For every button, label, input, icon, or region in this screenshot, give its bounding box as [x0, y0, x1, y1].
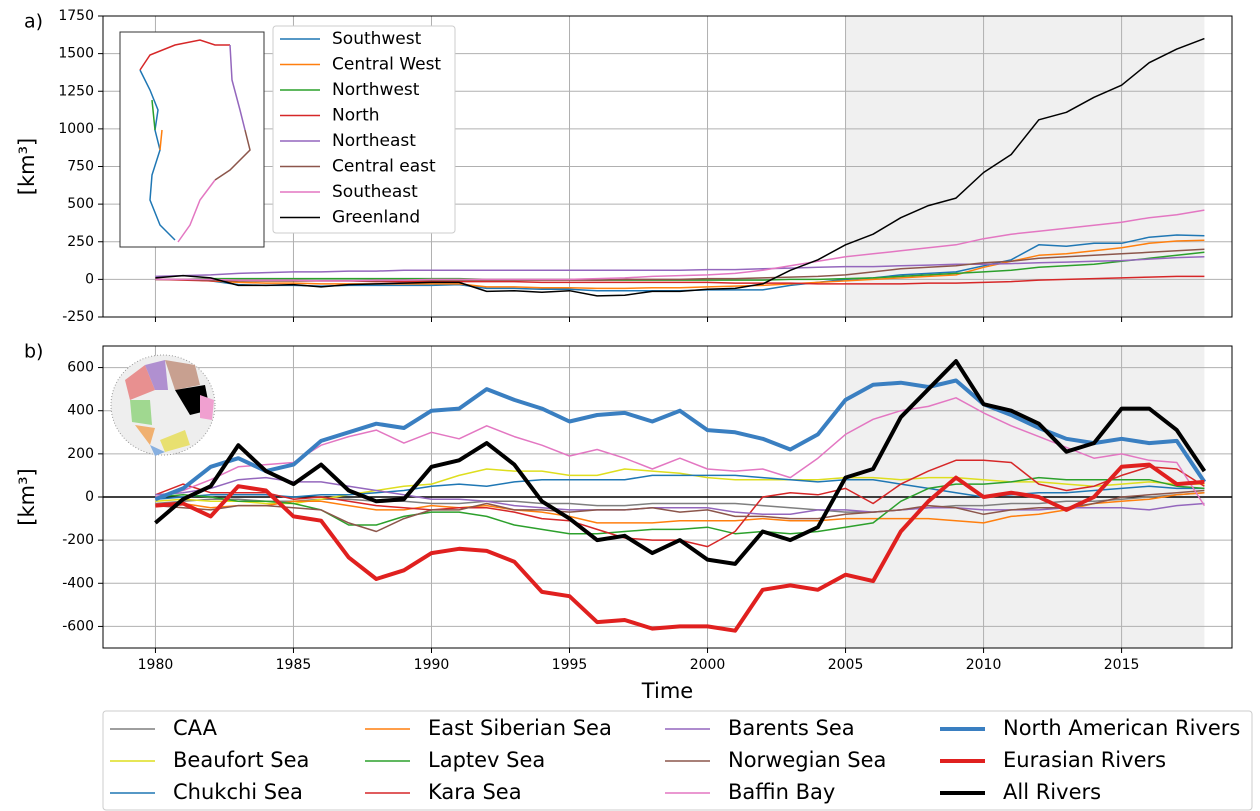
plot-frame	[102, 15, 1233, 318]
region-outline	[159, 129, 163, 151]
series-line	[155, 37, 1205, 297]
y-tick-label: 400	[67, 403, 94, 419]
legend-label: Beaufort Sea	[173, 748, 309, 772]
map-region	[145, 360, 168, 390]
y-tick-label: 1000	[58, 121, 94, 137]
x-tick-label: 1995	[552, 657, 588, 673]
y-tick-label: 1500	[58, 46, 94, 62]
legend-label: All Rivers	[1003, 780, 1101, 804]
y-tick-label: 750	[67, 159, 94, 175]
lines	[155, 37, 1205, 297]
y-tick-label: 600	[67, 360, 94, 376]
region-outline	[214, 129, 251, 181]
y-tick-label: 1750	[58, 8, 94, 24]
series-line	[155, 209, 1205, 282]
inset-arctic	[110, 354, 216, 456]
series-line	[155, 491, 1205, 513]
x-tick-label: 2005	[828, 657, 864, 673]
map-region	[160, 430, 190, 452]
region-outline	[177, 179, 216, 243]
x-tick-label: 1990	[414, 657, 450, 673]
map-region	[125, 365, 155, 400]
legend-label: Kara Sea	[428, 780, 522, 804]
x-tick-label: 2015	[1104, 657, 1140, 673]
x-axis-label: Time	[641, 679, 693, 703]
legend-label: North American Rivers	[1003, 716, 1240, 740]
lines	[154, 359, 1207, 633]
plot-frame	[102, 345, 1233, 649]
y-tick-label: -250	[62, 309, 94, 325]
series-line	[155, 397, 1206, 507]
legend-label: CAA	[173, 716, 218, 740]
series-line	[155, 474, 1205, 500]
region-outline	[139, 39, 230, 71]
legend-label: Eurasian Rivers	[1003, 748, 1166, 772]
legend-label: Barents Sea	[728, 716, 855, 740]
series-line	[155, 462, 1205, 633]
series-line	[154, 359, 1207, 566]
legend-label: Southwest	[332, 29, 422, 49]
map-region	[150, 445, 165, 456]
inset-frame	[119, 31, 265, 248]
y-tick-label: 1250	[58, 83, 94, 99]
legend-label: Central West	[332, 55, 441, 75]
legend-box	[272, 25, 456, 234]
legend-label: Central east	[332, 157, 436, 177]
y-tick-label: -200	[62, 532, 94, 548]
map-region	[135, 425, 155, 445]
legend-label: Baffin Bay	[728, 780, 835, 804]
inset-greenland	[119, 31, 265, 248]
series-line	[155, 489, 1205, 533]
legend-label: North	[332, 106, 380, 126]
series-line	[154, 378, 1207, 502]
region-outline	[229, 44, 246, 131]
legend-label: Norwegian Sea	[728, 748, 886, 772]
x-tick-label: 2000	[690, 657, 726, 673]
map-region	[200, 395, 214, 420]
y-axis-label: [km³]	[15, 468, 39, 525]
panel: -250 0 250 500 750 1000 1250 1500 1750 a) [km³]	[15, 8, 1233, 325]
legend-label: Southeast	[332, 182, 418, 202]
series-line	[155, 239, 1205, 290]
legend-label: East Siberian Sea	[428, 716, 612, 740]
map-region	[130, 400, 152, 425]
series-line	[155, 491, 1205, 524]
y-tick-label: 250	[67, 234, 94, 250]
plots: -250 0 250 500 750 1000 1250 1500 1750 a) [km³] 198…	[15, 8, 1233, 703]
map-region	[165, 360, 200, 390]
legend-label: Laptev Sea	[428, 748, 545, 772]
x-tick-label: 2010	[966, 657, 1002, 673]
region-outline	[151, 99, 156, 131]
y-tick-label: -400	[62, 575, 94, 591]
y-tick-label: 500	[67, 196, 94, 212]
legend-label: Northeast	[332, 131, 416, 151]
legend-label: Northwest	[332, 80, 420, 100]
x-tick-label: 1985	[276, 657, 312, 673]
y-tick-label: 0	[85, 489, 94, 505]
y-tick-label: 200	[67, 446, 94, 462]
panel-label: a)	[24, 11, 43, 33]
y-tick-label: 0	[85, 271, 94, 287]
y-tick-label: -600	[62, 618, 94, 634]
legend-label: Greenland	[332, 208, 420, 228]
panel-label: b)	[24, 341, 43, 363]
series-line	[155, 476, 1205, 516]
y-axis-label: [km³]	[15, 138, 39, 195]
panel: 1980 1985 1990 1995 2000 2005 2010 2015-600-400…	[15, 341, 1233, 703]
x-tick-label: 1980	[138, 657, 174, 673]
legend-label: Chukchi Sea	[173, 780, 303, 804]
legends: Southwest Central West Northwest North North…	[102, 25, 1253, 811]
series-line	[155, 256, 1205, 278]
